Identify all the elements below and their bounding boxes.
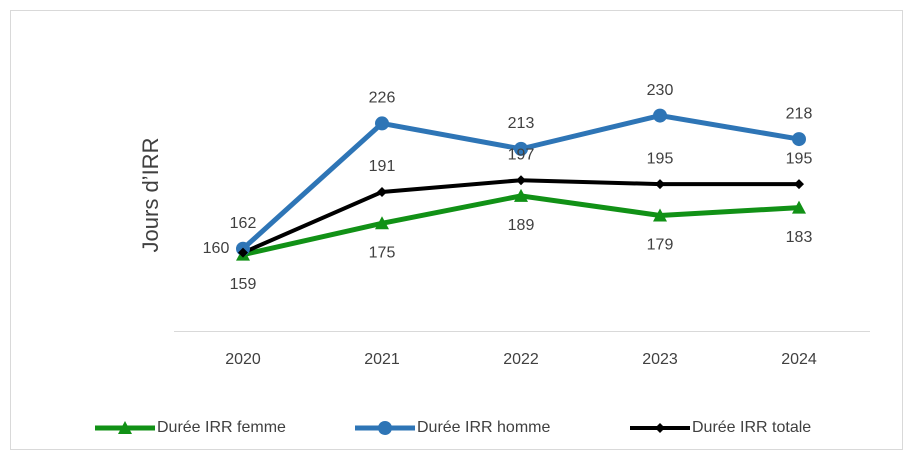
marker — [792, 132, 806, 147]
data-label: 179 — [647, 237, 674, 254]
data-label: 175 — [369, 245, 396, 262]
legend-label: Durée IRR totale — [692, 419, 811, 436]
marker — [653, 208, 667, 222]
x-tick-label: 2021 — [364, 351, 400, 368]
data-label: 160 — [203, 240, 230, 257]
marker — [516, 175, 526, 186]
data-label: 162 — [230, 215, 257, 232]
marker — [514, 188, 528, 202]
legend-label: Durée IRR femme — [157, 419, 286, 436]
x-tick-label: 2023 — [642, 351, 678, 368]
data-label: 230 — [647, 82, 674, 99]
x-tick-label: 2020 — [225, 351, 261, 368]
marker — [238, 247, 248, 258]
marker — [514, 141, 528, 156]
marker — [794, 179, 804, 190]
legend-label: Durée IRR homme — [417, 419, 550, 436]
legend-marker — [655, 423, 665, 433]
y-axis-label: Jours d’IRR — [138, 138, 163, 253]
data-label: 195 — [786, 150, 813, 167]
data-label: 218 — [786, 105, 813, 122]
data-label: 226 — [369, 90, 396, 107]
data-label: 197 — [508, 146, 535, 163]
marker — [377, 186, 387, 197]
marker — [655, 179, 665, 190]
data-label: 191 — [369, 158, 396, 175]
legend-marker — [118, 421, 132, 434]
x-tick-label: 2022 — [503, 351, 539, 368]
marker — [653, 108, 667, 123]
data-label: 189 — [508, 217, 535, 234]
data-label: 195 — [647, 150, 674, 167]
legend-marker — [378, 421, 392, 435]
data-label: 183 — [786, 229, 813, 246]
data-label: 159 — [230, 276, 257, 293]
data-label: 213 — [508, 115, 535, 132]
chart-border — [10, 10, 903, 450]
marker — [792, 200, 806, 214]
marker — [375, 116, 389, 131]
x-tick-label: 2024 — [781, 351, 817, 368]
marker — [375, 216, 389, 230]
